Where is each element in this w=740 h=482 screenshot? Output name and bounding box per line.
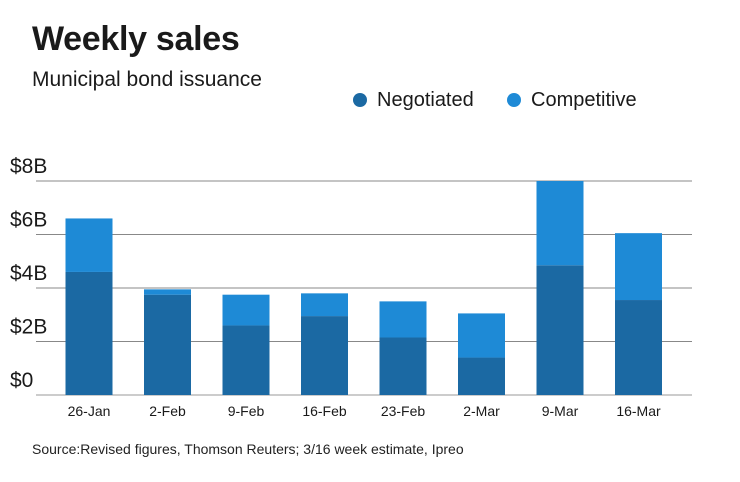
bar-competitive-26-jan [65,218,113,272]
bar-competitive-16-mar [615,233,662,301]
bar-competitive-2-mar [458,313,505,358]
y-tick-label: $6B [10,209,47,232]
x-tick-label: 26-Jan [68,403,111,419]
y-tick-label: $2B [10,316,47,339]
y-tick-label: $0 [10,369,33,392]
x-tick-label: 9-Feb [228,403,265,419]
x-tick-label: 16-Feb [302,403,347,419]
bar-negotiated-23-feb [379,337,427,395]
bar-competitive-16-feb [301,293,348,317]
bar-negotiated-2-feb [144,294,191,395]
chart-title: Weekly sales [32,20,240,58]
legend-swatch-competitive [507,93,521,107]
legend-swatch-negotiated [353,93,367,107]
source-note: Source:Revised figures, Thomson Reuters;… [32,441,464,457]
y-tick-label: $4B [10,262,47,285]
legend-item-competitive: Competitive [507,88,637,112]
bar-negotiated-9-feb [222,325,270,395]
legend-label-competitive: Competitive [531,88,637,111]
legend-label-negotiated: Negotiated [377,88,474,111]
bar-competitive-2-feb [144,289,191,295]
gridlines [36,180,692,396]
bar-negotiated-2-mar [458,357,505,395]
bar-competitive-9-mar [536,181,584,266]
legend-item-negotiated: Negotiated [353,88,474,112]
y-axis-ticks: $0 $2B $4B $6B $8B [10,155,47,392]
y-tick-label: $8B [10,155,47,178]
x-tick-label: 9-Mar [542,403,579,419]
x-axis-ticks: 26-Jan 2-Feb 9-Feb 16-Feb 23-Feb 2-Mar 9-Mar 16… [68,403,661,419]
x-tick-label: 16-Mar [616,403,661,419]
bar-competitive-23-feb [379,301,427,338]
bar-negotiated-16-feb [301,316,348,395]
bars [65,181,662,395]
bar-negotiated-26-jan [65,271,113,395]
bar-negotiated-9-mar [536,265,584,395]
x-tick-label: 2-Mar [463,403,500,419]
x-tick-label: 23-Feb [381,403,426,419]
bar-negotiated-16-mar [615,300,662,395]
bar-competitive-9-feb [222,294,270,326]
chart-subtitle: Municipal bond issuance [32,68,262,91]
x-tick-label: 2-Feb [149,403,186,419]
